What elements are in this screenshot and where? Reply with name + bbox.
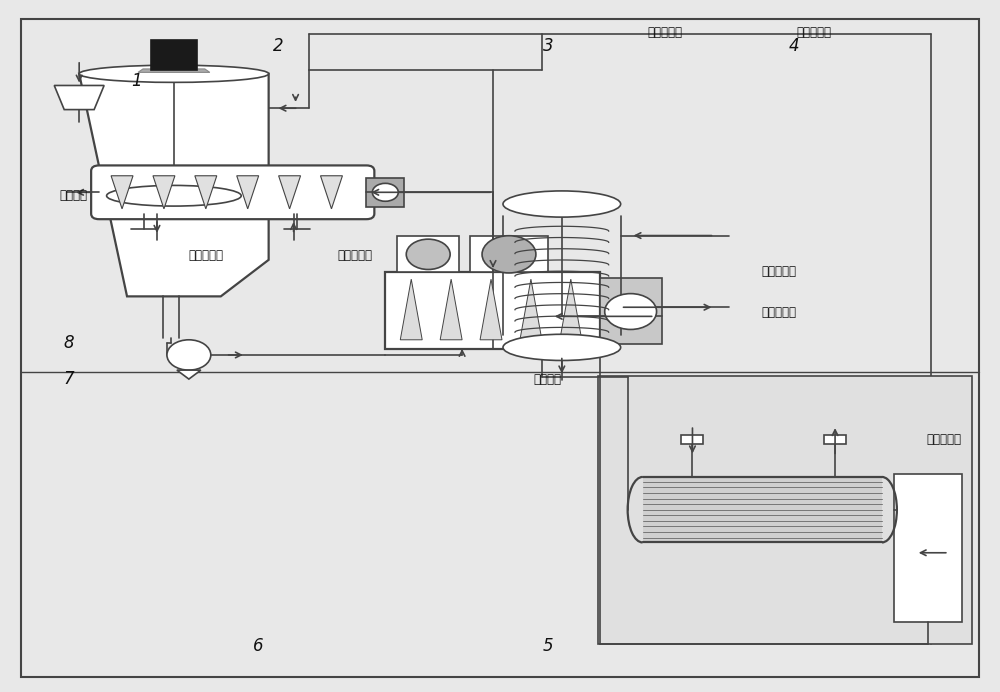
Text: 7: 7 (64, 370, 75, 388)
Text: 2: 2 (273, 37, 284, 55)
Text: 5: 5 (543, 637, 553, 655)
FancyBboxPatch shape (91, 165, 374, 219)
Polygon shape (111, 176, 133, 209)
Circle shape (372, 183, 398, 201)
Text: 6: 6 (253, 637, 264, 655)
FancyBboxPatch shape (21, 19, 979, 677)
FancyBboxPatch shape (366, 178, 404, 207)
Ellipse shape (107, 185, 241, 206)
Text: 固相排出: 固相排出 (59, 189, 87, 202)
Polygon shape (79, 74, 269, 296)
FancyBboxPatch shape (470, 237, 548, 272)
Text: 热介质出口: 热介质出口 (188, 248, 223, 262)
Text: 3: 3 (543, 37, 553, 55)
Text: 冷却水进口: 冷却水进口 (647, 26, 682, 39)
Text: 4: 4 (789, 37, 799, 55)
FancyBboxPatch shape (385, 272, 600, 349)
FancyBboxPatch shape (598, 376, 972, 644)
Polygon shape (520, 279, 542, 340)
Text: 1: 1 (131, 72, 141, 90)
FancyBboxPatch shape (894, 473, 962, 621)
Polygon shape (237, 176, 259, 209)
Ellipse shape (503, 191, 621, 217)
FancyBboxPatch shape (151, 40, 197, 71)
Circle shape (482, 236, 536, 273)
Ellipse shape (79, 65, 269, 82)
Polygon shape (560, 279, 582, 340)
Polygon shape (177, 370, 201, 379)
FancyBboxPatch shape (824, 435, 846, 444)
FancyBboxPatch shape (397, 237, 459, 272)
Circle shape (406, 239, 450, 269)
Circle shape (167, 340, 211, 370)
Polygon shape (279, 176, 301, 209)
Polygon shape (195, 176, 217, 209)
Text: 冷却水出口: 冷却水出口 (797, 26, 832, 39)
FancyBboxPatch shape (681, 435, 703, 444)
Polygon shape (400, 279, 422, 340)
Polygon shape (440, 279, 462, 340)
Text: 热介质进口: 热介质进口 (762, 265, 797, 278)
Text: 热介质进口: 热介质进口 (338, 248, 373, 262)
Ellipse shape (503, 334, 621, 361)
FancyBboxPatch shape (600, 278, 662, 344)
Polygon shape (320, 176, 342, 209)
Polygon shape (138, 69, 210, 73)
Polygon shape (54, 86, 104, 109)
Text: 截胶剤回用: 截胶剤回用 (926, 432, 961, 446)
FancyBboxPatch shape (643, 477, 882, 543)
Text: 热介质出口: 热介质出口 (762, 307, 797, 320)
Circle shape (605, 293, 657, 329)
Text: 8: 8 (64, 334, 75, 352)
Polygon shape (480, 279, 502, 340)
Polygon shape (153, 176, 175, 209)
Text: 液相排出: 液相排出 (534, 372, 562, 385)
